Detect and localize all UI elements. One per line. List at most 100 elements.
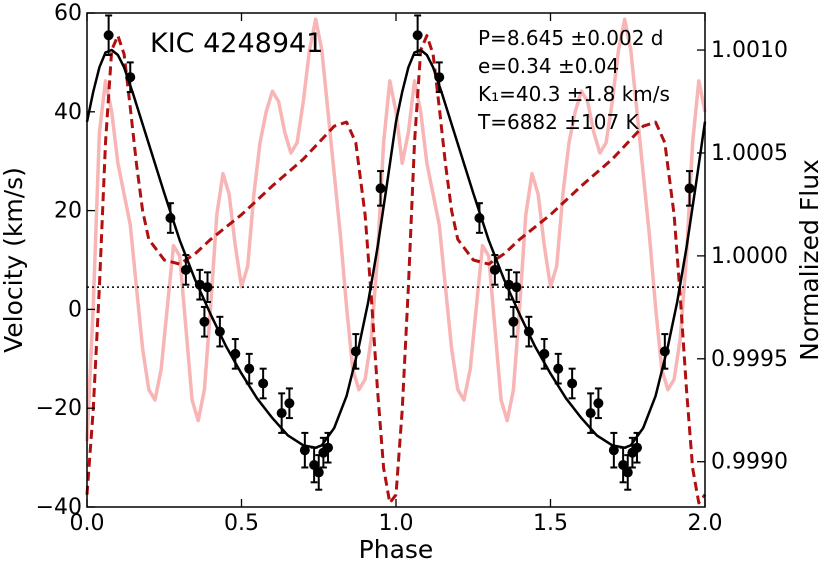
rv-point: [608, 445, 619, 456]
rv-point: [199, 316, 210, 327]
rv-point-group: [474, 202, 485, 234]
rv-point: [350, 346, 361, 357]
rv-point-group: [434, 61, 445, 94]
axes: 0.0 0.5 1.0 1.5 2.0 −40 −20 0 20 40 60 0.9990 0.9995…: [36, 1, 788, 536]
y-tick-label: 0: [68, 297, 82, 322]
annotation-eccentricity: e=0.34 ±0.04: [478, 54, 619, 78]
x-tick-label: 0.0: [70, 511, 105, 536]
rv-point: [503, 279, 514, 290]
rv-point: [276, 408, 287, 419]
y-axis-title: Velocity (km/s): [0, 167, 28, 353]
rv-point: [567, 378, 578, 389]
rv-point-group: [194, 268, 205, 301]
y-tick-label: 40: [54, 100, 82, 125]
rv-point: [230, 348, 241, 359]
y-tick-label: −40: [36, 495, 82, 520]
y2-tick-label: 1.0000: [711, 244, 788, 269]
rv-point-group: [684, 170, 695, 207]
y-tick-label: 20: [54, 199, 82, 224]
rv-point-group: [412, 14, 423, 56]
rv-point-group: [180, 254, 191, 286]
y-tick-label: −20: [36, 396, 82, 421]
x-axis-title: Phase: [359, 535, 434, 564]
rv-point: [313, 467, 324, 478]
y2-tick-label: 0.9990: [711, 450, 788, 475]
x-tick-label: 2.0: [688, 511, 723, 536]
y2-tick-label: 1.0010: [711, 38, 788, 63]
rv-point-group: [632, 431, 643, 464]
rv-point-group: [489, 254, 500, 286]
rv-point-group: [199, 305, 210, 338]
rv-point: [214, 326, 225, 337]
rv-point-group: [567, 367, 578, 400]
rv-point-group: [503, 268, 514, 301]
rv-point-group: [593, 387, 604, 420]
rv-point-group: [553, 352, 564, 385]
rv-point: [434, 72, 445, 83]
rv-point: [622, 467, 633, 478]
rv-point-group: [165, 202, 176, 234]
rv-point: [323, 442, 334, 453]
rv-point-group: [323, 431, 334, 464]
rv-point: [194, 279, 205, 290]
rv-point-group: [299, 431, 310, 469]
rv-point-group: [511, 271, 522, 303]
annotation-period: P=8.645 ±0.002 d: [478, 26, 664, 50]
rv-point-group: [244, 352, 255, 385]
flux-model-line: [85, 34, 707, 505]
rv-point: [489, 264, 500, 275]
rv-point-group: [508, 305, 519, 338]
x-tick-label: 0.5: [224, 511, 259, 536]
rv-point: [618, 460, 629, 471]
rv-point: [412, 30, 423, 41]
rv-point: [585, 408, 596, 419]
rv-point-group: [230, 338, 241, 370]
rv-point-group: [618, 446, 629, 484]
rv-point: [258, 378, 269, 389]
flux-data-line: [85, 17, 707, 442]
parameter-annotations: P=8.645 ±0.002 d e=0.34 ±0.04 K₁=40.3 ±1…: [477, 26, 670, 134]
y2-tick-label: 1.0005: [711, 141, 788, 166]
rv-point-group: [258, 367, 269, 400]
rv-point: [593, 398, 604, 409]
rv-point: [523, 326, 534, 337]
star-label: KIC 4248941: [150, 28, 323, 59]
rv-point: [539, 348, 550, 359]
x-tick-label: 1.5: [533, 511, 568, 536]
rv-point: [180, 264, 191, 275]
rv-point-group: [202, 271, 213, 303]
rv-point: [202, 282, 213, 293]
rv-point: [103, 30, 114, 41]
rv-point-group: [622, 454, 633, 491]
rv-point-group: [585, 392, 596, 434]
rv-point: [244, 363, 255, 374]
rv-point-group: [284, 387, 295, 420]
rv-point-group: [539, 338, 550, 370]
rv-point: [309, 460, 320, 471]
plot-area: [85, 14, 707, 505]
rv-point-group: [375, 170, 386, 207]
annotation-temperature: T=6882 ±107 K: [477, 110, 640, 134]
rv-point: [299, 445, 310, 456]
rv-point: [632, 442, 643, 453]
rv-point-group: [214, 315, 225, 348]
rv-point-group: [318, 436, 329, 469]
rv-point: [659, 346, 670, 357]
y2-tick-label: 0.9995: [711, 347, 788, 372]
rv-point: [165, 213, 176, 224]
rv-point-group: [276, 392, 287, 434]
y2-axis-title: Normalized Flux: [795, 159, 824, 361]
rv-point: [508, 316, 519, 327]
rv-point: [553, 363, 564, 374]
rv-point: [375, 183, 386, 194]
rv-point: [511, 282, 522, 293]
rv-point-group: [350, 333, 361, 370]
annotation-semi-amplitude: K₁=40.3 ±1.8 km/s: [478, 82, 670, 106]
rv-point: [125, 72, 136, 83]
rv-point-group: [309, 446, 320, 484]
y-tick-label: 60: [54, 1, 82, 26]
rv-point: [684, 183, 695, 194]
rv-point-group: [659, 333, 670, 370]
rv-point: [284, 398, 295, 409]
